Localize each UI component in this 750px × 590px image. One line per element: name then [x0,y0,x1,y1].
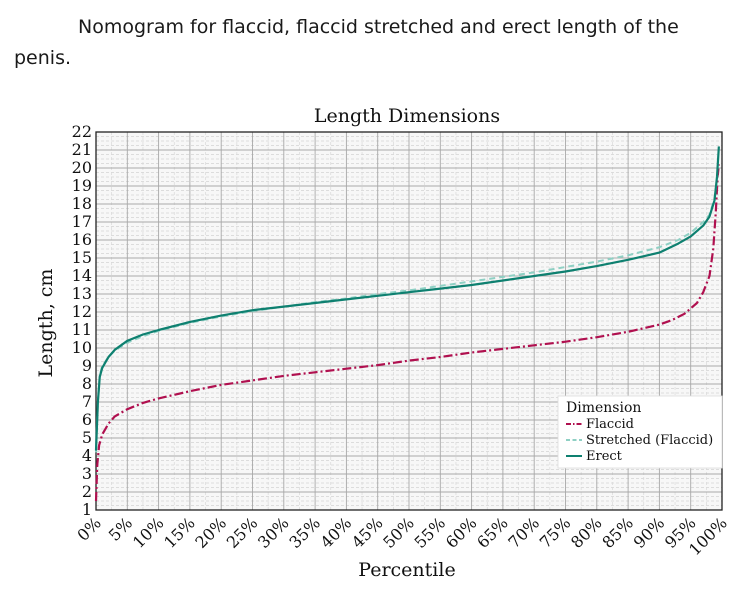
legend-label: Stretched (Flaccid) [586,433,713,448]
y-tick-label: 14 [72,266,92,285]
y-tick-label: 19 [72,176,92,195]
y-tick-label: 10 [72,338,92,357]
figure-caption: Nomogram for flaccid, flaccid stretched … [14,16,679,69]
y-tick-label: 4 [82,446,92,465]
y-tick-label: 12 [72,302,92,321]
series-line-erect [94,146,720,451]
series-line-stretched-flaccid [95,175,719,453]
legend-label: Flaccid [586,417,634,432]
y-tick-label: 5 [82,428,92,447]
chart-title: Length Dimensions [314,105,500,127]
x-tick-label: 20% [191,513,230,552]
plot-frame [95,131,723,511]
x-tick-label: 0% [73,513,104,544]
y-tick-label: 6 [82,410,92,429]
x-tick-label: 25% [223,513,262,552]
y-tick-label: 13 [72,284,92,303]
y-tick-label: 9 [82,356,92,375]
legend-label: Erect [586,449,623,464]
y-tick-label: 16 [72,230,92,249]
legend-box [557,395,723,469]
y-tick-label: 20 [72,158,92,177]
x-tick-label: 50% [379,513,418,552]
x-tick-label: 75% [536,513,575,552]
x-tick-label: 30% [254,513,293,552]
x-tick-label: 80% [567,513,606,552]
y-tick-label: 18 [72,194,92,213]
y-tick-label: 21 [72,140,92,159]
y-tick-label: 17 [72,212,92,231]
x-tick-label: 70% [504,513,543,552]
x-tick-label: 65% [473,513,512,552]
y-tick-label: 15 [72,248,92,267]
x-axis-label: Percentile [358,559,455,581]
series-line-flaccid [94,164,720,502]
y-tick-label: 22 [72,122,92,141]
y-tick-label: 3 [82,464,92,483]
x-tick-label: 85% [598,513,637,552]
y-tick-label: 2 [82,482,92,501]
x-tick-label: 40% [317,513,356,552]
y-axis-label: Length, cm [35,269,57,378]
y-tick-label: 11 [72,320,92,339]
y-tick-label: 8 [82,374,92,393]
x-tick-label: 35% [285,513,324,552]
x-tick-label: 15% [160,513,199,552]
y-tick-label: 1 [82,500,92,519]
x-axis-ticks: 0% 5%10%15%20%25%30%35%40%45%50%55%60%65%… [73,513,730,559]
y-tick-label: 7 [82,392,92,411]
x-tick-label: 60% [442,513,481,552]
plot-lines [94,146,720,502]
legend-title: Dimension [566,400,641,416]
x-tick-label: 10% [129,513,168,552]
x-tick-label: 90% [630,513,669,552]
x-tick-label: 45% [348,513,387,552]
x-tick-label: 55% [411,513,450,552]
